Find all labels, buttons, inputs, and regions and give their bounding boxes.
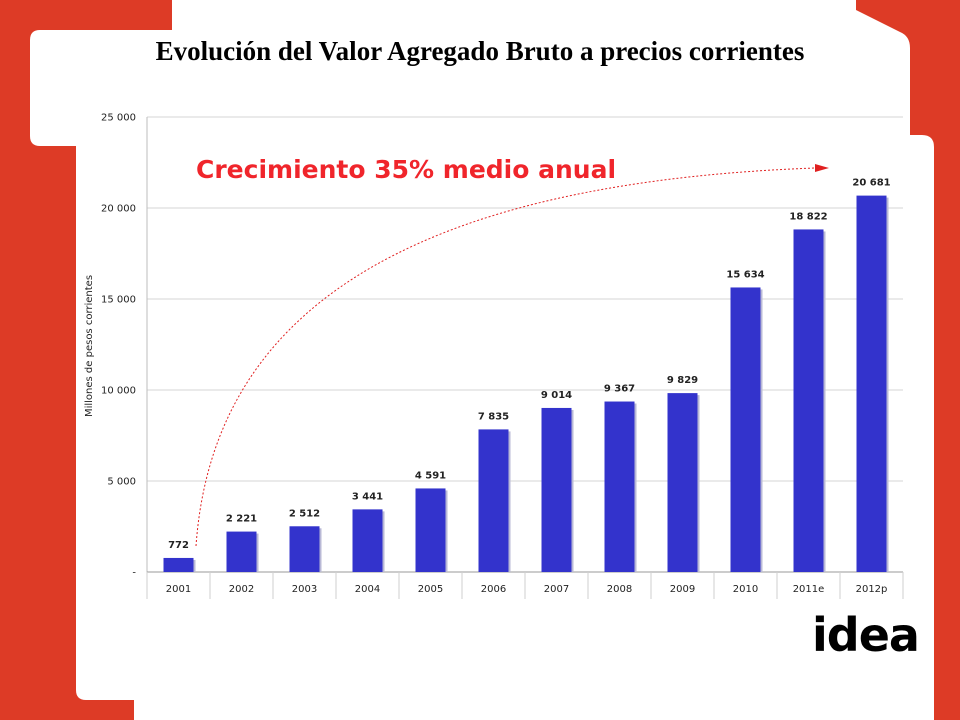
data-label: 7 835	[478, 411, 509, 422]
x-tick-label: 2012p	[856, 584, 888, 595]
data-labels: 772 2 221 2 512 3 441 4 591 7 835 9 014 9 367 9 …	[168, 178, 891, 551]
bar-2010	[730, 287, 761, 572]
x-tick-label: 2003	[292, 584, 317, 595]
growth-arrow	[195, 167, 816, 547]
bars	[163, 195, 889, 572]
x-tick-label: 2009	[670, 584, 695, 595]
white-panel-top	[172, 0, 856, 40]
data-label: 2 221	[226, 514, 257, 525]
data-label: 9 829	[667, 375, 698, 386]
y-tick-labels: - 5 000 10 000 15 000 20 000 25 000	[101, 113, 136, 579]
bar-2005	[415, 488, 446, 572]
y-axis-label: Millones de pesos corrientes	[84, 275, 95, 417]
x-tick-label: 2011e	[793, 584, 825, 595]
y-tick-label: 25 000	[101, 113, 136, 124]
data-label: 9 014	[541, 390, 572, 401]
bar-2001	[163, 557, 194, 572]
data-label: 9 367	[604, 384, 635, 395]
x-tick-label: 2005	[418, 584, 443, 595]
bar-2007	[541, 407, 572, 572]
x-tick-labels: 2001 2002 2003 2004 2005 2006 2007 2008 2009 2010…	[146, 572, 904, 599]
y-tick-label: 10 000	[101, 386, 136, 397]
y-tick-label: 15 000	[101, 295, 136, 306]
page-title: Evolución del Valor Agregado Bruto a pre…	[155, 36, 805, 66]
data-label: 4 591	[415, 470, 446, 481]
bar-2003	[289, 526, 320, 572]
arrow-head	[815, 164, 829, 172]
data-label: 20 681	[852, 178, 890, 189]
data-label: 15 634	[726, 269, 764, 280]
bar-2002	[226, 531, 257, 572]
idea-logo: idea	[812, 608, 920, 662]
data-label: 772	[168, 540, 189, 551]
x-tick-label: 2010	[733, 584, 758, 595]
bar-2011e	[793, 229, 824, 572]
gridlines	[146, 116, 903, 573]
bar-2006	[478, 429, 509, 572]
x-tick-label: 2002	[229, 584, 254, 595]
x-tick-label: 2001	[166, 584, 191, 595]
x-tick-label: 2006	[481, 584, 506, 595]
x-tick-label: 2008	[607, 584, 632, 595]
bar-2008	[604, 401, 635, 572]
bar-2009	[667, 393, 698, 572]
y-tick-label: -	[132, 568, 136, 579]
y-tick-label: 5 000	[107, 477, 136, 488]
data-label: 2 512	[289, 508, 320, 519]
data-label: 3 441	[352, 491, 383, 502]
data-label: 18 822	[789, 211, 827, 222]
bar-2012p	[856, 195, 887, 572]
y-tick-label: 20 000	[101, 204, 136, 215]
growth-annotation: Crecimiento 35% medio anual	[196, 155, 616, 184]
bar-2004	[352, 509, 383, 572]
x-tick-label: 2004	[355, 584, 380, 595]
x-tick-label: 2007	[544, 584, 569, 595]
